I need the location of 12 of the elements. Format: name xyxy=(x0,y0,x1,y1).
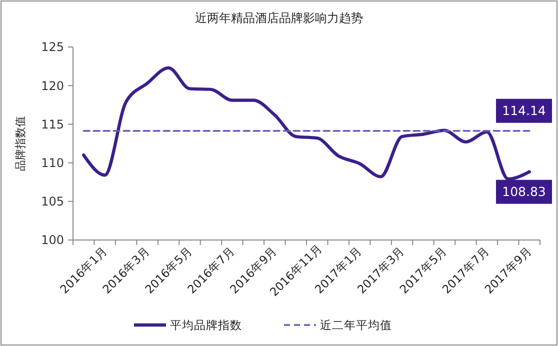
legend-label: 平均品牌指数 xyxy=(170,318,242,332)
data-label: 108.83 xyxy=(502,184,546,200)
data-label: 114.14 xyxy=(502,103,546,118)
y-tick-label: 120 xyxy=(41,78,64,93)
y-tick-label: 110 xyxy=(41,156,64,170)
legend-label: 近二年平均值 xyxy=(320,318,392,332)
y-axis-title: 品牌指数值 xyxy=(14,116,27,171)
y-tick-label: 100 xyxy=(41,233,64,248)
y-tick-label: 125 xyxy=(41,40,64,54)
y-tick-label: 115 xyxy=(41,117,64,132)
y-tick-label: 105 xyxy=(41,194,64,209)
chart-title: 近两年精品酒店品牌影响力趋势 xyxy=(195,11,363,25)
